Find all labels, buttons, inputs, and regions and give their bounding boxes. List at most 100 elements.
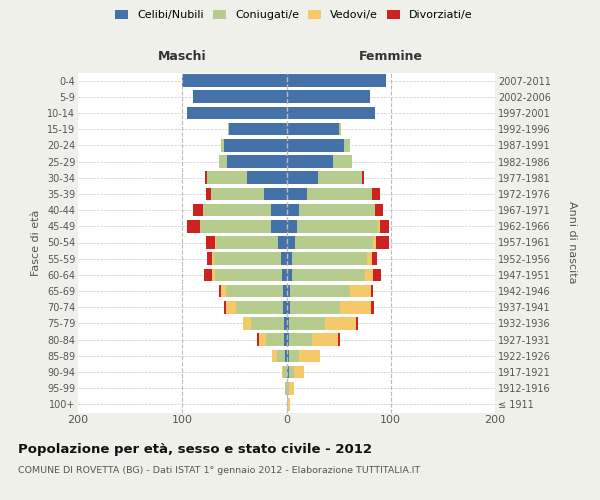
Bar [283, 285, 287, 298]
Bar [259, 334, 287, 346]
Text: COMUNE DI ROVETTA (BG) - Dati ISTAT 1° gennaio 2012 - Elaborazione TUTTITALIA.IT: COMUNE DI ROVETTA (BG) - Dati ISTAT 1° g… [18, 466, 420, 475]
Bar [287, 285, 290, 298]
Bar [287, 317, 289, 330]
Bar [286, 382, 287, 394]
Bar [287, 220, 297, 232]
Bar [287, 252, 372, 265]
Bar [287, 139, 344, 151]
Bar [287, 236, 376, 249]
Bar [182, 74, 287, 87]
Bar [221, 139, 287, 151]
Bar [219, 155, 287, 168]
Bar [287, 90, 370, 103]
Bar [193, 90, 287, 103]
Bar [283, 366, 287, 378]
Bar [277, 350, 287, 362]
Bar [284, 334, 287, 346]
Bar [287, 204, 299, 216]
Bar [287, 350, 320, 362]
Bar [281, 252, 287, 265]
Bar [182, 74, 287, 87]
Bar [287, 301, 371, 314]
Bar [287, 155, 352, 168]
Bar [287, 106, 375, 120]
Bar [287, 139, 350, 151]
Bar [215, 236, 287, 249]
Bar [287, 350, 289, 362]
Bar [212, 268, 287, 281]
Bar [287, 139, 350, 151]
Bar [205, 172, 287, 184]
Bar [243, 317, 287, 330]
Bar [287, 172, 318, 184]
Bar [182, 74, 287, 87]
Bar [287, 366, 289, 378]
Bar [283, 366, 287, 378]
Bar [187, 106, 287, 120]
Bar [287, 382, 294, 394]
Bar [283, 366, 287, 378]
Bar [287, 74, 386, 87]
Bar [287, 252, 367, 265]
Bar [228, 123, 287, 136]
Bar [203, 204, 287, 216]
Bar [263, 188, 287, 200]
Bar [287, 123, 341, 136]
Bar [284, 317, 287, 330]
Bar [287, 317, 358, 330]
Bar [287, 123, 341, 136]
Bar [287, 268, 292, 281]
Bar [287, 334, 338, 346]
Bar [187, 106, 287, 120]
Bar [287, 204, 375, 216]
Bar [286, 382, 287, 394]
Bar [200, 220, 287, 232]
Bar [287, 301, 290, 314]
Bar [203, 204, 287, 216]
Bar [287, 123, 338, 136]
Bar [287, 172, 362, 184]
Bar [287, 106, 375, 120]
Bar [283, 301, 287, 314]
Bar [287, 366, 304, 378]
Bar [287, 220, 378, 232]
Bar [272, 350, 287, 362]
Bar [226, 301, 287, 314]
Bar [182, 74, 287, 87]
Bar [287, 90, 370, 103]
Bar [287, 301, 374, 314]
Bar [287, 90, 370, 103]
Bar [287, 172, 362, 184]
Bar [287, 236, 389, 249]
Bar [287, 220, 389, 232]
Text: Popolazione per età, sesso e stato civile - 2012: Popolazione per età, sesso e stato civil… [18, 442, 372, 456]
Bar [287, 382, 294, 394]
Bar [206, 188, 287, 200]
Bar [287, 74, 386, 87]
Bar [287, 366, 304, 378]
Legend: Celibi/Nubili, Coniugati/e, Vedovi/e, Divorziati/e: Celibi/Nubili, Coniugati/e, Vedovi/e, Di… [111, 6, 477, 25]
Bar [287, 139, 350, 151]
Bar [287, 155, 352, 168]
Bar [286, 350, 287, 362]
Bar [207, 172, 287, 184]
Bar [287, 188, 372, 200]
Bar [287, 188, 372, 200]
Bar [287, 155, 334, 168]
Bar [214, 252, 287, 265]
Bar [219, 155, 287, 168]
Bar [287, 334, 340, 346]
Bar [287, 204, 383, 216]
Bar [287, 350, 320, 362]
Bar [287, 252, 292, 265]
Bar [243, 317, 287, 330]
Bar [204, 268, 287, 281]
Bar [287, 285, 350, 298]
Bar [187, 106, 287, 120]
Bar [287, 236, 373, 249]
Bar [224, 139, 287, 151]
Bar [287, 188, 307, 200]
Bar [193, 90, 287, 103]
Bar [283, 268, 287, 281]
Bar [287, 317, 356, 330]
